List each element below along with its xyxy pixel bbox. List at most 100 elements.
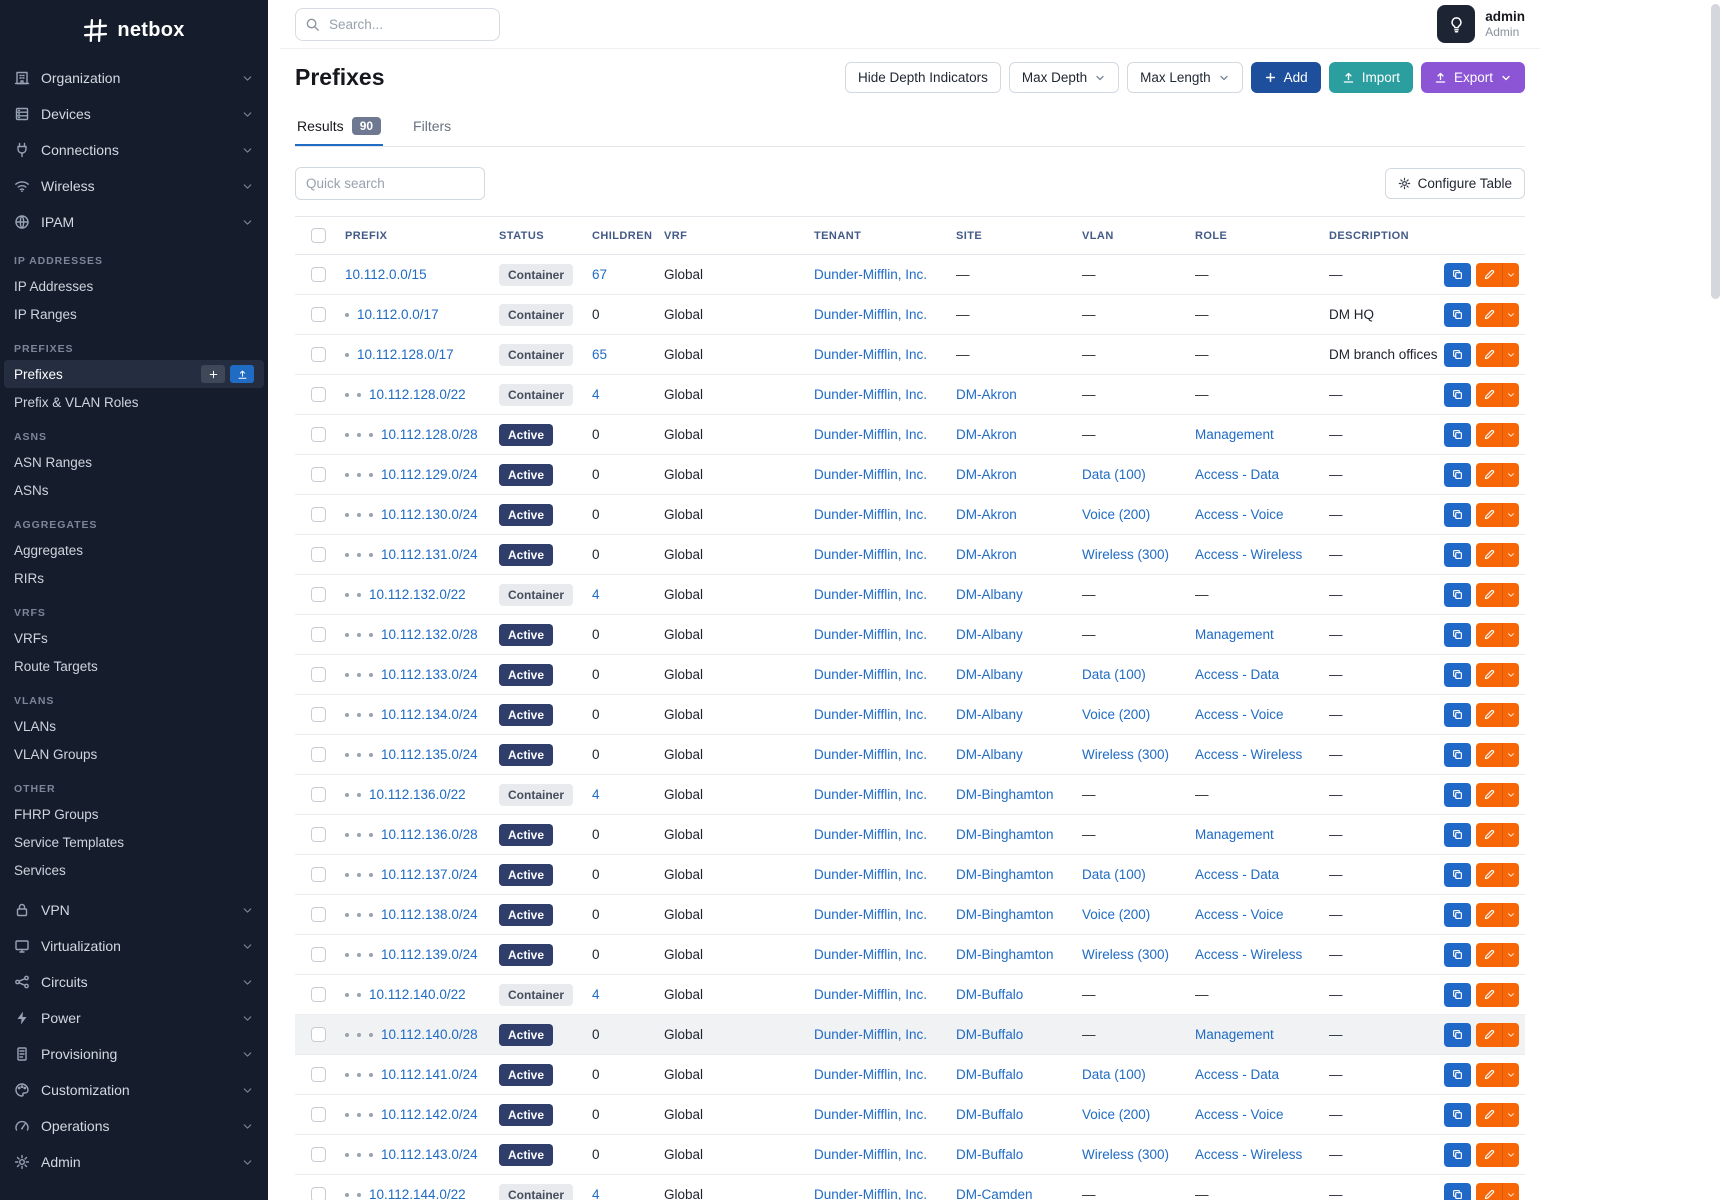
edit-dropdown-button[interactable] [1502,342,1519,367]
column-header-role[interactable]: ROLE [1189,216,1323,255]
row-checkbox[interactable] [311,787,326,802]
role-link[interactable]: Access - Data [1195,1067,1280,1082]
role-link[interactable]: Access - Data [1195,667,1280,682]
role-link[interactable]: Access - Voice [1195,1107,1284,1122]
edit-button[interactable] [1476,382,1502,407]
prefix-link[interactable]: 10.112.140.0/28 [381,1027,478,1042]
sidebar-item-customization[interactable]: Customization [0,1072,268,1108]
netbox-logo[interactable]: netbox [0,0,268,60]
sidebar-item-rirs[interactable]: RIRs [0,564,268,592]
sidebar-item-devices[interactable]: Devices [0,96,268,132]
children-count-link[interactable]: 67 [592,267,608,282]
tenant-link[interactable]: Dunder-Mifflin, Inc. [814,1147,928,1162]
tenant-link[interactable]: Dunder-Mifflin, Inc. [814,347,928,362]
role-link[interactable]: Management [1195,1027,1274,1042]
edit-button[interactable] [1476,982,1502,1007]
tenant-link[interactable]: Dunder-Mifflin, Inc. [814,387,928,402]
vlan-link[interactable]: Wireless (300) [1082,1147,1170,1162]
sidebar-item-provisioning[interactable]: Provisioning [0,1036,268,1072]
row-checkbox[interactable] [311,347,326,362]
prefix-link[interactable]: 10.112.138.0/24 [381,907,478,922]
edit-button[interactable] [1476,622,1502,647]
max-depth-button[interactable]: Max Depth [1008,62,1120,93]
site-link[interactable]: DM-Buffalo [956,1147,1024,1162]
vlan-link[interactable]: Data (100) [1082,1067,1146,1082]
tenant-link[interactable]: Dunder-Mifflin, Inc. [814,587,928,602]
site-link[interactable]: DM-Binghamton [956,787,1054,802]
tenant-link[interactable]: Dunder-Mifflin, Inc. [814,987,928,1002]
edit-dropdown-button[interactable] [1502,582,1519,607]
sidebar-item-organization[interactable]: Organization [0,60,268,96]
prefix-link[interactable]: 10.112.129.0/24 [381,467,478,482]
vlan-link[interactable]: Wireless (300) [1082,947,1170,962]
row-checkbox[interactable] [311,467,326,482]
site-link[interactable]: DM-Albany [956,627,1023,642]
edit-dropdown-button[interactable] [1502,622,1519,647]
clone-button[interactable] [1444,1102,1471,1127]
row-checkbox[interactable] [311,427,326,442]
vlan-link[interactable]: Voice (200) [1082,707,1151,722]
sidebar-item-ipam[interactable]: IPAM [0,204,268,240]
sidebar-item-vlans[interactable]: VLANs [0,712,268,740]
sidebar-item-prefix-vlan-roles[interactable]: Prefix & VLAN Roles [0,388,268,416]
sidebar-item-vlan-groups[interactable]: VLAN Groups [0,740,268,768]
site-link[interactable]: DM-Buffalo [956,1067,1024,1082]
children-count-link[interactable]: 65 [592,347,608,362]
clone-button[interactable] [1444,702,1471,727]
edit-button[interactable] [1476,662,1502,687]
clone-button[interactable] [1444,262,1471,287]
import-button[interactable]: Import [1328,62,1413,93]
edit-button[interactable] [1476,1142,1502,1167]
row-checkbox[interactable] [311,1187,326,1200]
sidebar-item-admin[interactable]: Admin [0,1144,268,1180]
role-link[interactable]: Management [1195,627,1274,642]
clone-button[interactable] [1444,382,1471,407]
site-link[interactable]: DM-Binghamton [956,947,1054,962]
add-button[interactable]: Add [1250,62,1321,93]
edit-dropdown-button[interactable] [1502,1102,1519,1127]
edit-dropdown-button[interactable] [1502,742,1519,767]
search-input[interactable] [295,7,500,41]
tab-results[interactable]: Results 90 [295,107,383,146]
edit-dropdown-button[interactable] [1502,822,1519,847]
prefix-link[interactable]: 10.112.141.0/24 [381,1067,478,1082]
children-count-link[interactable]: 4 [592,787,600,802]
vlan-link[interactable]: Wireless (300) [1082,747,1170,762]
site-link[interactable]: DM-Albany [956,707,1023,722]
sidebar-item-ip-addresses[interactable]: IP Addresses [0,272,268,300]
vlan-link[interactable]: Data (100) [1082,467,1146,482]
row-checkbox[interactable] [311,387,326,402]
sidebar-item-service-templates[interactable]: Service Templates [0,828,268,856]
edit-dropdown-button[interactable] [1502,382,1519,407]
prefix-link[interactable]: 10.112.142.0/24 [381,1107,478,1122]
tenant-link[interactable]: Dunder-Mifflin, Inc. [814,427,928,442]
role-link[interactable]: Access - Voice [1195,907,1284,922]
clone-button[interactable] [1444,422,1471,447]
sidebar-item-asn-ranges[interactable]: ASN Ranges [0,448,268,476]
edit-dropdown-button[interactable] [1502,502,1519,527]
site-link[interactable]: DM-Akron [956,507,1017,522]
row-checkbox[interactable] [311,1067,326,1082]
role-link[interactable]: Access - Voice [1195,707,1284,722]
user-menu[interactable]: admin Admin [1485,9,1525,40]
edit-button[interactable] [1476,582,1502,607]
tenant-link[interactable]: Dunder-Mifflin, Inc. [814,467,928,482]
sidebar-item-power[interactable]: Power [0,1000,268,1036]
role-link[interactable]: Access - Data [1195,867,1280,882]
sidebar-item-vpn[interactable]: VPN [0,892,268,928]
clone-button[interactable] [1444,902,1471,927]
row-checkbox[interactable] [311,1147,326,1162]
configure-table-button[interactable]: Configure Table [1384,168,1525,199]
row-checkbox[interactable] [311,747,326,762]
clone-button[interactable] [1444,622,1471,647]
edit-button[interactable] [1476,702,1502,727]
row-checkbox[interactable] [311,907,326,922]
hide-depth-indicators-button[interactable]: Hide Depth Indicators [845,62,1001,93]
tenant-link[interactable]: Dunder-Mifflin, Inc. [814,907,928,922]
edit-button[interactable] [1476,342,1502,367]
prefix-link[interactable]: 10.112.0.0/17 [357,307,439,322]
tenant-link[interactable]: Dunder-Mifflin, Inc. [814,667,928,682]
quick-search-input[interactable] [295,167,485,200]
role-link[interactable]: Access - Wireless [1195,947,1303,962]
clone-button[interactable] [1444,1062,1471,1087]
